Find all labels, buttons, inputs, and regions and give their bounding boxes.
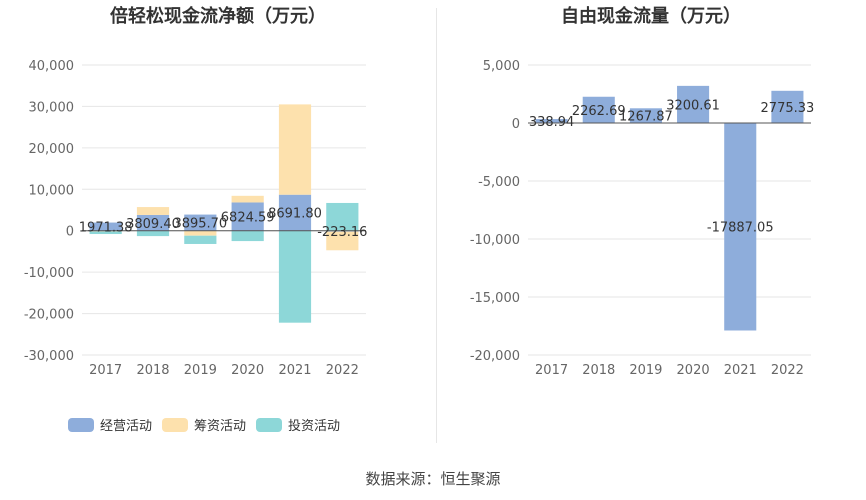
net-cash-flow-plot: -30,000 -20,000 -10,000 0 10,000 20,000 30,000… <box>24 59 368 378</box>
data-label: 3809.40 <box>126 217 180 232</box>
bar-investing <box>136 230 170 237</box>
legend-swatch <box>256 417 283 432</box>
legend: 经营活动 筹资活动 投资活动 <box>68 415 340 434</box>
bar-investing <box>89 231 122 235</box>
bar-investing <box>326 202 359 231</box>
bar-operating <box>278 194 312 231</box>
bar-operating <box>184 214 217 231</box>
x-tick-label: 2021 <box>278 363 311 378</box>
x-tick-label: 2018 <box>582 363 615 378</box>
bar-free-cash-flow <box>677 85 710 123</box>
y-tick-label: -10,000 <box>470 233 520 248</box>
y-tick-label: 0 <box>66 225 74 240</box>
y-tick-label: 40,000 <box>29 59 75 74</box>
chart-title: 自由现金流量（万元） <box>561 6 741 27</box>
x-tick-label: 2019 <box>629 363 662 378</box>
y-tick-label: -20,000 <box>24 308 74 323</box>
free-cash-flow-plot: -20,000 -15,000 -10,000 -5,000 0 5,000 2017 201… <box>470 59 815 378</box>
data-label: 1971.38 <box>79 221 133 236</box>
x-tick-label: 2019 <box>184 363 217 378</box>
legend-item-financing[interactable]: 筹资活动 <box>162 415 246 434</box>
bar-financing <box>278 104 312 195</box>
legend-label: 筹资活动 <box>194 419 247 434</box>
y-tick-label: -20,000 <box>470 349 520 364</box>
x-tick-label: 2020 <box>677 363 710 378</box>
y-tick-label: -30,000 <box>24 349 74 364</box>
bar-investing <box>184 235 217 244</box>
data-label: 6824.59 <box>221 211 275 226</box>
data-label: 2775.33 <box>761 101 815 116</box>
bar-financing <box>184 230 217 236</box>
y-tick-label: 20,000 <box>29 142 75 157</box>
y-tick-label: 10,000 <box>29 183 75 198</box>
bar-free-cash-flow <box>535 119 568 123</box>
bar-free-cash-flow <box>724 123 757 331</box>
bar-financing <box>136 207 170 215</box>
x-tick-label: 2017 <box>89 363 122 378</box>
bar-operating <box>89 222 122 231</box>
data-label: -223.16 <box>317 225 367 240</box>
x-tick-label: 2018 <box>136 363 169 378</box>
data-label: 8691.80 <box>268 207 322 222</box>
chart-title: 倍轻松现金流净额（万元） <box>110 6 326 27</box>
x-tick-label: 2017 <box>535 363 568 378</box>
y-tick-label: 0 <box>512 117 520 132</box>
data-label: -17887.05 <box>707 221 774 236</box>
legend-label: 经营活动 <box>100 419 153 434</box>
y-tick-label: -5,000 <box>478 175 520 190</box>
legend-label: 投资活动 <box>288 419 341 434</box>
data-label: 338.94 <box>529 115 575 130</box>
legend-swatch <box>68 417 94 432</box>
bar-financing <box>231 195 264 203</box>
net-cash-flow-chart: 倍轻松现金流净额（万元） -30,000 -20,000 -10,000 0 10,00… <box>0 0 436 400</box>
x-tick-label: 2020 <box>231 363 264 378</box>
data-label: 3200.61 <box>666 98 720 113</box>
bar-investing <box>231 230 264 242</box>
bar-operating <box>136 214 170 231</box>
x-tick-label: 2022 <box>326 363 359 378</box>
bar-financing <box>326 231 359 251</box>
y-tick-label: -15,000 <box>470 291 520 306</box>
bar-operating <box>231 202 264 231</box>
bar-free-cash-flow <box>629 108 662 123</box>
legend-item-operating[interactable]: 经营活动 <box>68 415 152 434</box>
bar-free-cash-flow <box>582 96 615 123</box>
x-tick-label: 2022 <box>771 363 804 378</box>
bar-free-cash-flow <box>771 90 804 123</box>
x-tick-label: 2021 <box>724 363 757 378</box>
free-cash-flow-chart: 自由现金流量（万元） -20,000 -15,000 -10,000 -5,000 0 5… <box>436 0 866 400</box>
data-label: 1267.87 <box>619 110 673 125</box>
bar-investing <box>278 230 312 323</box>
y-tick-label: 5,000 <box>483 59 520 74</box>
legend-item-investing[interactable]: 投资活动 <box>256 415 340 434</box>
y-tick-label: 30,000 <box>29 100 75 115</box>
data-source: 数据来源：恒生聚源 <box>365 470 501 488</box>
data-label: 2262.69 <box>572 104 626 119</box>
y-tick-label: -10,000 <box>24 266 74 281</box>
legend-swatch <box>162 417 189 432</box>
panel-divider <box>436 8 437 443</box>
data-label: 3895.70 <box>173 217 227 232</box>
